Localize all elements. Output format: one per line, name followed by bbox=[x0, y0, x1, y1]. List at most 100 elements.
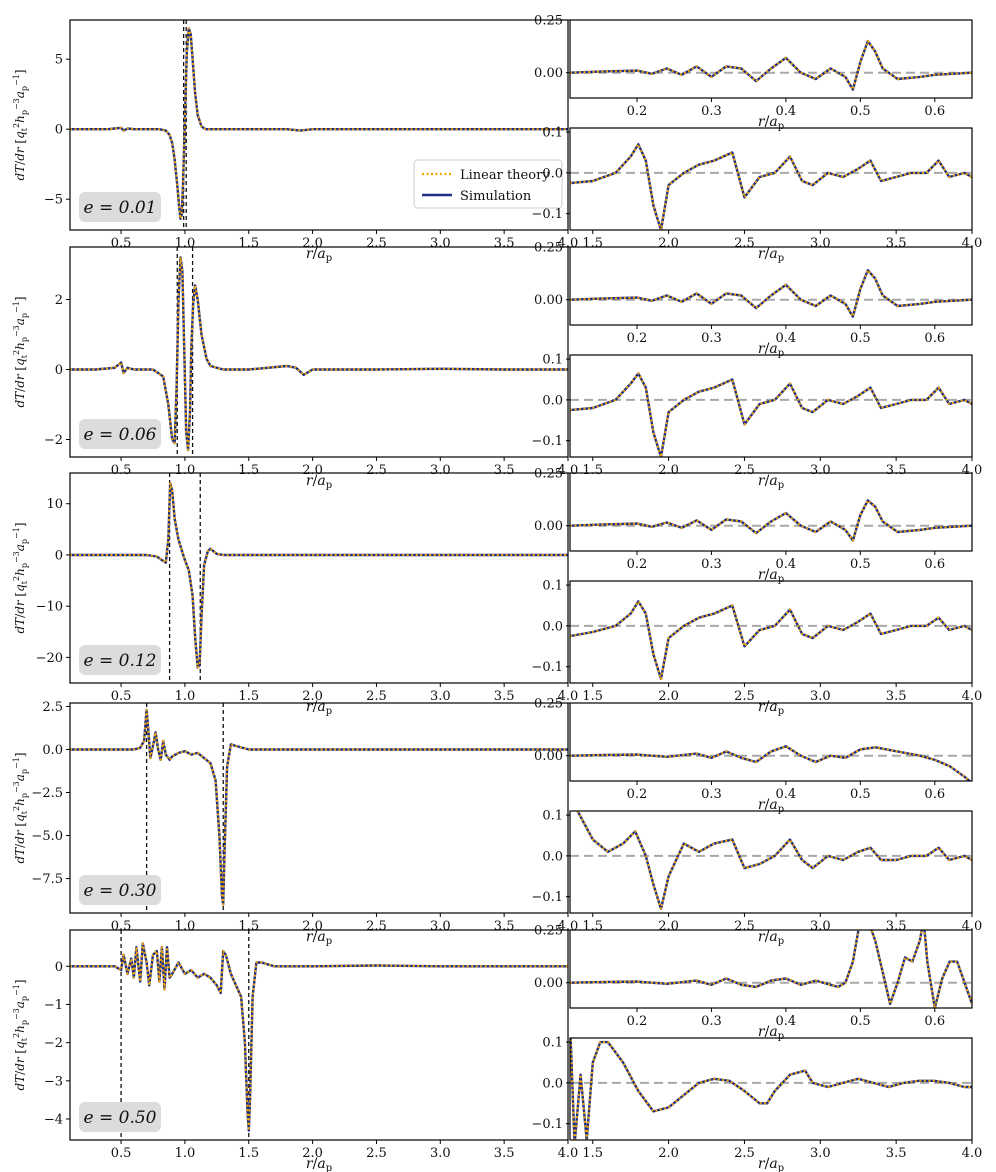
x-tick-label: 1.5 bbox=[238, 1146, 259, 1161]
linear-theory-series-line bbox=[70, 256, 568, 451]
x-axis-label: r/ap bbox=[306, 1156, 332, 1172]
panel-inset-inner-row-1: 0.2 0.3 0.4 0.5 0.6 0.00 0.25 r/ap bbox=[534, 241, 973, 359]
x-tick-label: 1.0 bbox=[175, 689, 196, 704]
x-tick-label: 3.0 bbox=[810, 919, 831, 934]
x-tick-label: 4.0 bbox=[558, 463, 579, 478]
eccentricity-annotation: e = 0.12 bbox=[79, 645, 161, 675]
linear-theory-series-line bbox=[570, 930, 972, 1008]
eccentricity-label: e = 0.01 bbox=[84, 198, 157, 218]
y-tick-label: 0.25 bbox=[534, 467, 563, 482]
y-axis-label: dT/dr [qt2hp−3ap−1] bbox=[12, 752, 29, 863]
x-axis-label: r/ap bbox=[758, 567, 784, 585]
panel-inset-inner-row-0: 0.2 0.3 0.4 0.5 0.6 0.00 0.25 r/ap bbox=[534, 14, 973, 132]
x-axis-label: r/ap bbox=[758, 929, 784, 947]
x-tick-label: 3.0 bbox=[430, 919, 451, 934]
panel-inset-inner-row-2: 0.2 0.3 0.4 0.5 0.6 0.00 0.25 r/ap bbox=[534, 467, 973, 585]
y-axis-label: dT/dr [qt2hp−3ap−1] bbox=[12, 522, 29, 633]
y-axis-label: dT/dr [qt2hp−3ap−1] bbox=[12, 69, 29, 180]
y-tick-label: 0.25 bbox=[534, 14, 563, 29]
y-tick-label: 10 bbox=[46, 497, 63, 512]
x-tick-label: 0.6 bbox=[924, 1014, 945, 1029]
x-axis-label: r/ap bbox=[758, 699, 784, 717]
x-tick-label: 0.5 bbox=[111, 689, 132, 704]
x-tick-label: 0.4 bbox=[776, 1014, 797, 1029]
y-tick-label: 0.25 bbox=[534, 241, 563, 256]
x-tick-label: 2.5 bbox=[366, 236, 387, 251]
y-tick-label: 0.1 bbox=[542, 126, 563, 141]
axes-frame bbox=[569, 472, 973, 552]
x-tick-label: 4.0 bbox=[962, 463, 983, 478]
y-tick-label: −5.0 bbox=[31, 829, 63, 844]
x-tick-label: 3.5 bbox=[494, 236, 515, 251]
axes-frame bbox=[569, 127, 973, 231]
x-tick-label: 0.5 bbox=[111, 1146, 132, 1161]
y-tick-label: 0.00 bbox=[534, 976, 563, 991]
x-tick-label: 2.5 bbox=[734, 689, 755, 704]
x-tick-label: 3.5 bbox=[494, 919, 515, 934]
x-tick-label: 2.0 bbox=[302, 463, 323, 478]
x-axis-label: r/ap bbox=[758, 114, 784, 132]
x-tick-label: 2.0 bbox=[658, 463, 679, 478]
y-tick-label: 0.00 bbox=[534, 66, 563, 81]
eccentricity-annotation: e = 0.30 bbox=[79, 875, 161, 905]
eccentricity-label: e = 0.12 bbox=[84, 651, 157, 671]
y-tick-label: 0.0 bbox=[542, 166, 563, 181]
y-tick-label: 0 bbox=[55, 548, 63, 563]
linear-theory-series-line bbox=[70, 708, 568, 906]
linear-theory-series-line bbox=[70, 482, 568, 669]
y-tick-label: −2 bbox=[44, 1036, 63, 1051]
linear-theory-series-line bbox=[570, 600, 972, 680]
y-tick-label: 5 bbox=[55, 53, 63, 68]
x-tick-label: 1.5 bbox=[582, 236, 603, 251]
x-tick-label: 2.0 bbox=[302, 689, 323, 704]
x-axis-label: r/ap bbox=[306, 929, 332, 947]
x-tick-label: 0.4 bbox=[776, 787, 797, 802]
x-tick-label: 1.0 bbox=[175, 1146, 196, 1161]
y-axis-label: dT/dr [qt2hp−3ap−1] bbox=[12, 979, 29, 1090]
axes-frame bbox=[569, 19, 973, 99]
x-tick-label: 0.2 bbox=[627, 331, 648, 346]
y-tick-label: 0 bbox=[55, 960, 63, 975]
x-tick-label: 2.0 bbox=[658, 689, 679, 704]
axes-frame bbox=[69, 19, 569, 231]
y-tick-label: −1 bbox=[44, 998, 63, 1013]
eccentricity-label: e = 0.50 bbox=[84, 1108, 157, 1128]
y-tick-label: −0.1 bbox=[531, 890, 563, 905]
axes-frame bbox=[69, 929, 569, 1141]
x-tick-label: 0.2 bbox=[627, 787, 648, 802]
x-tick-label: 0.6 bbox=[924, 557, 945, 572]
panel-inset-outer-row-2: 1.5 2.0 2.5 3.0 3.5 4.0 −0.1 0.0 0.1 r/ap bbox=[531, 579, 982, 717]
panel-inset-inner-row-3: 0.2 0.3 0.4 0.5 0.6 0.00 0.25 r/ap bbox=[534, 697, 973, 815]
x-tick-label: 3.5 bbox=[494, 463, 515, 478]
panel-inset-outer-row-0: 1.5 2.0 2.5 3.0 3.5 4.0−0.10.00.1r/ap bbox=[531, 126, 982, 264]
x-tick-label: 3.5 bbox=[494, 1146, 515, 1161]
x-axis-label: r/ap bbox=[758, 797, 784, 815]
y-tick-label: 0 bbox=[55, 123, 63, 138]
x-tick-label: 0.5 bbox=[850, 104, 871, 119]
x-tick-label: 2.0 bbox=[302, 1146, 323, 1161]
annotation-box bbox=[79, 419, 161, 449]
x-tick-label: 3.0 bbox=[810, 236, 831, 251]
x-tick-label: 4.0 bbox=[558, 689, 579, 704]
x-tick-label: 0.5 bbox=[850, 331, 871, 346]
x-tick-label: 0.3 bbox=[701, 787, 722, 802]
y-tick-label: −4 bbox=[44, 1113, 63, 1128]
linear-theory-series-line bbox=[576, 811, 972, 910]
y-tick-label: 0.1 bbox=[542, 353, 563, 368]
x-tick-label: 0.5 bbox=[111, 463, 132, 478]
x-tick-label: 0.4 bbox=[776, 104, 797, 119]
x-tick-label: 0.2 bbox=[627, 1014, 648, 1029]
legend-simulation-label: Simulation bbox=[460, 189, 532, 204]
x-tick-label: 3.5 bbox=[886, 919, 907, 934]
y-tick-label: 0.0 bbox=[542, 393, 563, 408]
linear-theory-series-line bbox=[570, 269, 972, 318]
x-tick-label: 0.5 bbox=[111, 236, 132, 251]
linear-theory-series-line bbox=[570, 143, 972, 230]
x-tick-label: 0.3 bbox=[701, 1014, 722, 1029]
panel-main-row-2: 0.5 1.0 1.5 2.0 2.5 3.0 3.5 4.0 −20 −10 0 10 r/ap dT/… bbox=[12, 472, 579, 717]
linear-theory-series-line bbox=[70, 27, 568, 220]
y-tick-label: −0.1 bbox=[531, 1117, 563, 1132]
x-tick-label: 3.5 bbox=[886, 689, 907, 704]
